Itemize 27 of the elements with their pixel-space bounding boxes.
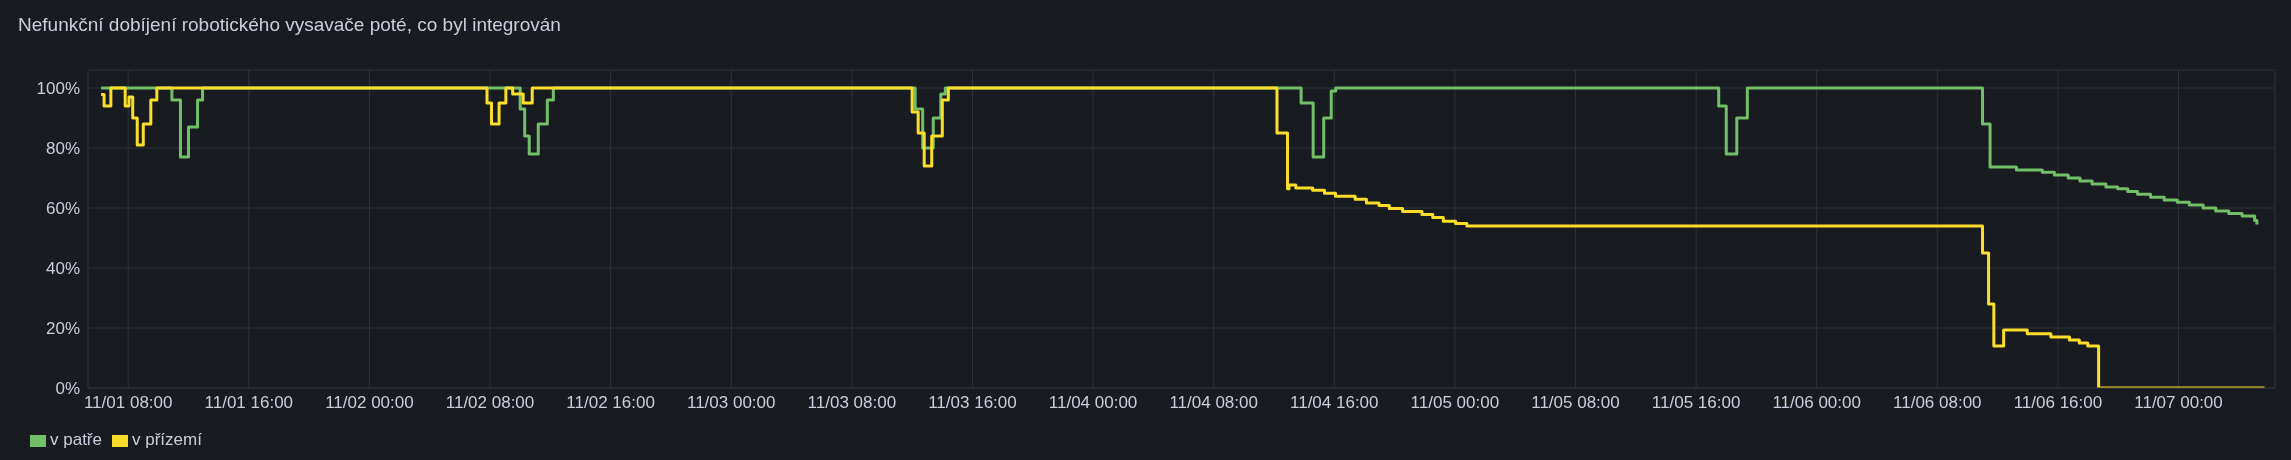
x-tick-label: 11/03 16:00 xyxy=(928,393,1017,413)
x-tick-label: 11/02 08:00 xyxy=(445,393,535,413)
y-tick-label: 80% xyxy=(45,139,80,159)
x-tick-label: 11/04 00:00 xyxy=(1048,393,1138,413)
x-tick-label: 11/02 16:00 xyxy=(566,393,655,413)
x-tick-label: 11/04 08:00 xyxy=(1169,393,1258,413)
y-tick-label: 40% xyxy=(45,259,80,279)
x-tick-label: 11/06 00:00 xyxy=(1772,393,1861,413)
x-tick-label: 11/03 00:00 xyxy=(686,393,776,413)
x-tick-label: 11/01 16:00 xyxy=(204,393,294,413)
y-tick-label: 0% xyxy=(55,379,80,399)
y-tick-label: 20% xyxy=(45,319,80,339)
legend-label: v přízemí xyxy=(131,430,202,449)
x-tick-label: 11/06 16:00 xyxy=(2013,393,2103,413)
x-tick-label: 11/03 08:00 xyxy=(807,393,897,413)
legend-label: v patře xyxy=(50,430,102,449)
x-tick-label: 11/04 16:00 xyxy=(1289,393,1379,413)
x-tick-label: 11/07 00:00 xyxy=(2134,393,2223,413)
x-tick-label: 11/05 08:00 xyxy=(1531,393,1620,413)
x-tick-label: 11/02 00:00 xyxy=(325,393,414,413)
y-tick-label: 100% xyxy=(36,79,80,99)
x-tick-label: 11/05 00:00 xyxy=(1410,393,1500,413)
y-tick-label: 60% xyxy=(45,199,80,219)
x-tick-label: 11/05 16:00 xyxy=(1651,393,1741,413)
x-tick-label: 11/06 08:00 xyxy=(1893,393,1982,413)
chart-title: Nefunkční dobíjení robotického vysavače poté, co byl integrován xyxy=(18,14,561,36)
x-tick-label: 11/01 08:00 xyxy=(83,393,173,413)
